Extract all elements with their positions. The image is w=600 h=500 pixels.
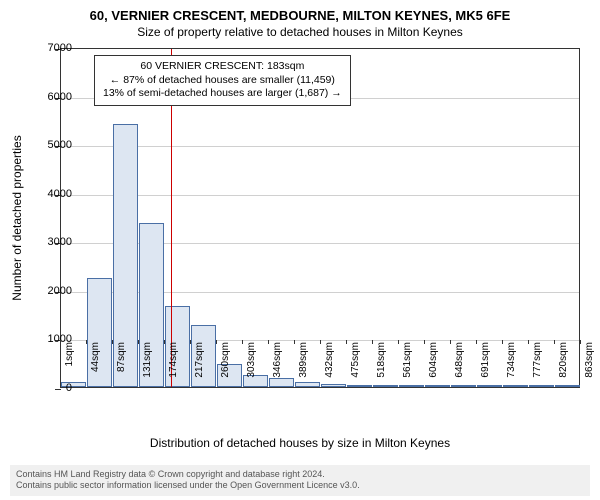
histogram-bar — [373, 385, 398, 387]
x-tick-label: 648sqm — [454, 342, 465, 382]
x-tick-label: 820sqm — [558, 342, 569, 382]
x-tick-label: 863sqm — [584, 342, 595, 382]
x-tick — [398, 340, 399, 344]
x-tick-label: 604sqm — [428, 342, 439, 382]
x-tick — [346, 340, 347, 344]
x-tick-label: 303sqm — [246, 342, 257, 382]
footer-line-2: Contains public sector information licen… — [16, 480, 584, 492]
chart-title-sub: Size of property relative to detached ho… — [0, 23, 600, 39]
x-tick — [242, 340, 243, 344]
histogram-bar — [451, 385, 476, 387]
annotation-line: ← 87% of detached houses are smaller (11… — [103, 74, 342, 88]
histogram-bar — [399, 385, 424, 387]
x-tick — [372, 340, 373, 344]
y-tick-label: 5000 — [48, 139, 72, 151]
histogram-bar — [477, 385, 502, 387]
x-tick-label: 346sqm — [272, 342, 283, 382]
histogram-bar — [503, 385, 528, 387]
x-tick-label: 174sqm — [168, 342, 179, 382]
footer-licence: Contains HM Land Registry data © Crown c… — [10, 465, 590, 496]
x-tick-label: 44sqm — [90, 342, 101, 382]
x-tick — [164, 340, 165, 344]
histogram-bar — [529, 385, 554, 387]
x-tick-label: 475sqm — [350, 342, 361, 382]
chart-plot-area: 60 VERNIER CRESCENT: 183sqm← 87% of deta… — [60, 48, 580, 388]
y-tick-label: 2000 — [48, 285, 72, 297]
x-tick-label: 734sqm — [506, 342, 517, 382]
footer-line-1: Contains HM Land Registry data © Crown c… — [16, 469, 584, 481]
x-tick — [60, 340, 61, 344]
x-tick — [320, 340, 321, 344]
grid-line — [61, 146, 579, 147]
y-tick-label: 3000 — [48, 236, 72, 248]
x-tick-label: 217sqm — [194, 342, 205, 382]
x-tick — [294, 340, 295, 344]
x-tick-label: 432sqm — [324, 342, 335, 382]
histogram-bar — [61, 382, 86, 387]
x-tick-label: 691sqm — [480, 342, 491, 382]
x-tick — [476, 340, 477, 344]
x-tick — [554, 340, 555, 344]
y-tick — [55, 389, 61, 390]
x-tick — [580, 340, 581, 344]
grid-line — [61, 195, 579, 196]
x-tick — [528, 340, 529, 344]
y-axis-title: Number of detached properties — [10, 135, 24, 300]
x-tick — [86, 340, 87, 344]
x-tick — [112, 340, 113, 344]
x-tick — [216, 340, 217, 344]
histogram-bar — [321, 384, 346, 387]
x-tick — [424, 340, 425, 344]
histogram-bar — [347, 385, 372, 387]
x-axis-title: Distribution of detached houses by size … — [0, 436, 600, 450]
x-tick-label: 518sqm — [376, 342, 387, 382]
x-tick — [502, 340, 503, 344]
x-tick-label: 777sqm — [532, 342, 543, 382]
x-tick-label: 389sqm — [298, 342, 309, 382]
histogram-bar — [425, 385, 450, 387]
x-tick-label: 561sqm — [402, 342, 413, 382]
y-tick-label: 7000 — [48, 42, 72, 54]
x-tick — [190, 340, 191, 344]
x-tick-label: 260sqm — [220, 342, 231, 382]
y-tick-label: 6000 — [48, 91, 72, 103]
chart-title-main: 60, VERNIER CRESCENT, MEDBOURNE, MILTON … — [0, 0, 600, 23]
annotation-line: 60 VERNIER CRESCENT: 183sqm — [103, 60, 342, 74]
x-tick-label: 1sqm — [64, 342, 75, 382]
histogram-bar — [555, 385, 580, 387]
histogram-bar — [295, 382, 320, 387]
x-tick-label: 87sqm — [116, 342, 127, 382]
annotation-box: 60 VERNIER CRESCENT: 183sqm← 87% of deta… — [94, 55, 351, 106]
x-tick-label: 131sqm — [142, 342, 153, 382]
y-tick-label: 0 — [66, 382, 72, 394]
annotation-line: 13% of semi-detached houses are larger (… — [103, 87, 342, 101]
y-tick-label: 4000 — [48, 188, 72, 200]
x-tick — [450, 340, 451, 344]
x-tick — [268, 340, 269, 344]
x-tick — [138, 340, 139, 344]
